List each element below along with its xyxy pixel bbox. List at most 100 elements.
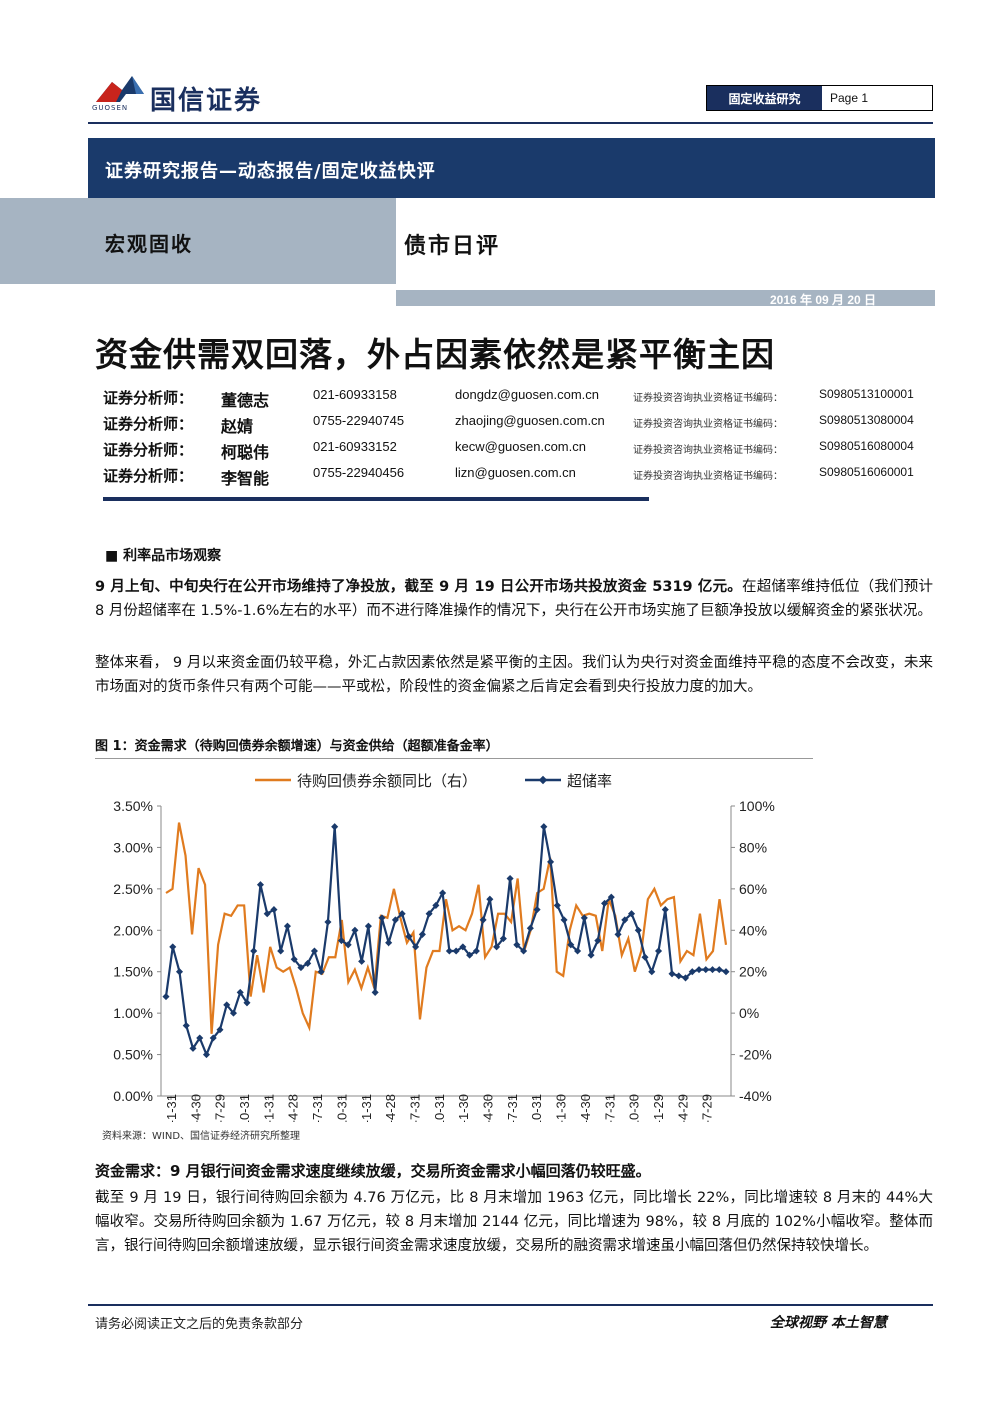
- analyst-row: 证券分析师： 柯聪伟 021-60933152 kecw@guosen.com.…: [103, 439, 933, 465]
- analyst-row: 证券分析师： 李智能 0755-22940456 lizn@guosen.com…: [103, 465, 933, 491]
- series-point: [567, 941, 575, 949]
- series-point: [654, 947, 663, 955]
- series-point: [310, 947, 318, 955]
- analyst-role: 证券分析师：: [103, 441, 194, 459]
- analyst-cert-label: 证券投资咨询执业资格证书编码：: [633, 393, 783, 404]
- y-right-tick-label: 80%: [739, 839, 767, 855]
- series-point: [540, 823, 548, 831]
- figure-source: 资料来源：WIND、国信证券经济研究所整理: [102, 1131, 301, 1142]
- series-point: [628, 910, 636, 918]
- x-tick-label: 2015-1-30: [554, 1094, 569, 1122]
- analyst-row: 证券分析师： 董德志 021-60933158 dongdz@guosen.co…: [103, 387, 933, 413]
- section-heading: ■ 利率品市场观察: [105, 548, 222, 564]
- y-left-tick-label: 1.50%: [113, 964, 153, 980]
- paragraph-1: 9 月上旬、中旬央行在公开市场维持了净投放，截至 9 月 19 日公开市场共投放…: [95, 575, 933, 623]
- company-logo-icon: [96, 76, 144, 102]
- series-point: [182, 1022, 190, 1030]
- footer-disclaimer: 请务必阅读正文之后的免责条款部分: [95, 1317, 304, 1332]
- x-tick-label: 2016-1-29: [651, 1094, 666, 1122]
- series-point: [283, 922, 291, 930]
- series-point: [162, 993, 170, 1001]
- series-point: [641, 953, 649, 961]
- paragraph-3-heading: 资金需求：9 月银行间资金需求速度继续放缓，交易所资金需求小幅回落仍较旺盛。: [95, 1162, 651, 1180]
- series-point: [324, 918, 332, 926]
- analyst-email[interactable]: dongdz@guosen.com.cn: [455, 387, 600, 402]
- series-point: [256, 881, 264, 889]
- x-tick-label: 2013-7-31: [407, 1094, 422, 1122]
- series-point: [688, 968, 696, 976]
- analyst-email[interactable]: lizn@guosen.com.cn: [455, 465, 576, 480]
- analyst-email[interactable]: zhaojing@guosen.com.cn: [455, 413, 605, 428]
- series-point: [621, 916, 629, 924]
- series-point: [648, 968, 656, 976]
- series-point: [331, 823, 339, 831]
- series-point: [358, 957, 366, 965]
- series-point: [560, 916, 568, 924]
- series-point: [418, 930, 426, 938]
- title-band: [88, 138, 935, 198]
- series-point: [634, 926, 642, 934]
- report-date: 2016 年 09 月 20 日: [770, 293, 877, 307]
- series-line-repo-growth: [165, 822, 728, 1034]
- report-type: 债市日评: [404, 234, 501, 259]
- series-point: [169, 943, 177, 951]
- chart: 0.00% 0.50% 1.00% 1.50% 2.00% 2.50% 3.00% 3.50%…: [113, 772, 775, 1122]
- series-point: [398, 910, 406, 918]
- x-tick-label: 2012-10-31: [334, 1094, 349, 1122]
- series-point: [553, 901, 561, 909]
- analyst-name: 柯聪伟: [221, 443, 270, 462]
- header-box: 固定收益研究 Page 1: [706, 85, 933, 111]
- legend-label: 超储率: [567, 773, 612, 790]
- analyst-phone: 021-60933158: [313, 387, 397, 402]
- figure-title: 图 1：资金需求（待购回债券余额增速）与资金供给（超额准备金率）: [95, 735, 813, 759]
- analyst-phone: 0755-22940456: [313, 465, 405, 480]
- series-point: [236, 988, 244, 996]
- paragraph-2: 整体来看， 9 月以来资金面仍较平稳，外汇占款因素依然是紧平衡的主因。我们认为央…: [95, 655, 933, 695]
- header-divider: [88, 122, 933, 124]
- company-logo-name: 国信证券: [150, 86, 263, 116]
- footer-slogan: 全球视野 本土智慧: [770, 1315, 887, 1331]
- x-tick-label: 2013-4-28: [383, 1094, 398, 1122]
- series-point: [202, 1051, 211, 1059]
- x-tick-label: 2016-7-29: [700, 1094, 715, 1122]
- series-point: [526, 924, 534, 932]
- footer-divider: [88, 1304, 933, 1306]
- series-point: [351, 926, 359, 934]
- paragraph-1-lead: 9 月上旬、中旬央行在公开市场维持了净投放，截至 9 月 19 日公开市场共投放…: [95, 579, 743, 595]
- y-right-tick-label: -20%: [739, 1047, 772, 1063]
- analyst-cert-label: 证券投资咨询执业资格证书编码：: [633, 471, 783, 482]
- analyst-phone: 021-60933152: [313, 439, 397, 454]
- series-point: [486, 895, 494, 903]
- x-tick-label: 2011-1-31: [164, 1094, 179, 1122]
- analyst-cert-no: S0980513080004: [819, 413, 914, 427]
- y-left-tick-label: 3.50%: [113, 798, 153, 814]
- series-point: [405, 932, 413, 941]
- x-tick-label: 2013-10-31: [432, 1094, 447, 1122]
- y-right-tick-label: 40%: [739, 922, 767, 938]
- series-point: [675, 972, 683, 980]
- y-left-tick-label: 2.00%: [113, 922, 153, 938]
- analyst-role: 证券分析师：: [103, 389, 194, 407]
- series-point: [513, 941, 521, 949]
- series-point: [668, 970, 676, 978]
- x-tick-label: 2011-4-30: [188, 1094, 203, 1122]
- x-tick-label: 2016-4-29: [675, 1094, 690, 1122]
- series-point: [614, 930, 622, 938]
- x-tick-label: 2014-4-30: [481, 1094, 496, 1122]
- y-left-tick-label: 0.50%: [113, 1047, 153, 1063]
- paragraph-1-body: 在超储率维持低位（我们预计 8 月份超储率在 1.5%-1.6%左右的水平）而不…: [95, 579, 934, 619]
- x-tick-label: 2012-4-28: [286, 1094, 301, 1122]
- y-left-tick-label: 3.00%: [113, 839, 153, 855]
- series-point: [432, 901, 440, 909]
- series-point: [385, 939, 393, 947]
- x-tick-label: 2014-7-31: [505, 1094, 520, 1122]
- series-point: [506, 874, 514, 883]
- series-point: [547, 858, 555, 866]
- analyst-row: 证券分析师： 赵婧 0755-22940745 zhaojing@guosen.…: [103, 413, 933, 439]
- analyst-name: 李智能: [221, 469, 270, 488]
- analyst-email[interactable]: kecw@guosen.com.cn: [455, 439, 586, 454]
- series-point: [715, 966, 723, 974]
- analyst-role: 证券分析师：: [103, 415, 194, 433]
- analyst-cert-label: 证券投资咨询执业资格证书编码：: [633, 445, 783, 456]
- paragraph-3: 截至 9 月 19 日，银行间待购回余额为 4.76 万亿元，比 8 月末增加 …: [95, 1190, 933, 1254]
